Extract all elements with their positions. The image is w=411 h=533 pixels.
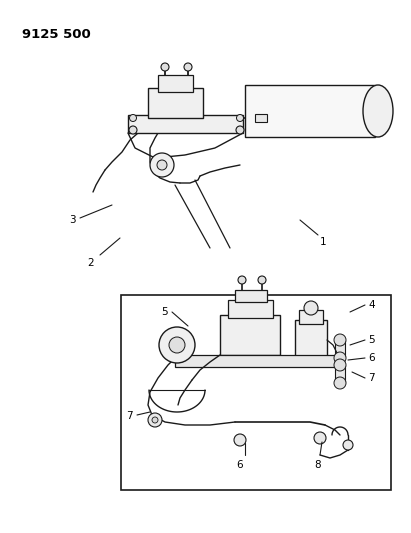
Bar (158, 75, 193, 92)
Text: 9125 500: 9125 500 (22, 28, 91, 41)
Circle shape (236, 115, 243, 122)
Circle shape (184, 63, 192, 71)
Bar (175, 355, 340, 367)
Bar (299, 310, 323, 324)
Circle shape (314, 432, 326, 444)
Bar (220, 315, 280, 355)
Ellipse shape (363, 85, 393, 137)
Circle shape (236, 126, 244, 134)
Bar (335, 340, 345, 358)
Circle shape (161, 63, 169, 71)
Text: 5: 5 (162, 307, 168, 317)
Circle shape (334, 352, 346, 364)
Circle shape (304, 301, 318, 315)
Bar (335, 365, 345, 383)
Circle shape (343, 440, 353, 450)
Text: 7: 7 (368, 373, 374, 383)
Circle shape (169, 337, 185, 353)
Bar (121, 295, 391, 490)
Circle shape (129, 115, 136, 122)
Circle shape (234, 434, 246, 446)
Text: 6: 6 (368, 353, 374, 363)
Bar (128, 115, 243, 133)
Bar (228, 300, 273, 318)
Bar (295, 320, 327, 358)
Circle shape (152, 417, 158, 423)
Circle shape (150, 153, 174, 177)
Circle shape (334, 377, 346, 389)
Text: 6: 6 (237, 460, 243, 470)
Bar (235, 290, 267, 302)
Circle shape (258, 276, 266, 284)
Circle shape (334, 334, 346, 346)
Circle shape (159, 327, 195, 363)
Text: 5: 5 (368, 335, 374, 345)
Text: 3: 3 (69, 215, 76, 225)
Circle shape (368, 101, 388, 121)
Circle shape (129, 126, 137, 134)
Bar (255, 114, 267, 122)
Circle shape (148, 413, 162, 427)
Circle shape (334, 359, 346, 371)
Circle shape (157, 160, 167, 170)
Text: 4: 4 (368, 300, 374, 310)
Text: 2: 2 (88, 258, 94, 268)
Text: 1: 1 (320, 237, 327, 247)
Circle shape (238, 276, 246, 284)
Bar (245, 85, 375, 137)
Text: 7: 7 (126, 411, 133, 421)
Text: 8: 8 (315, 460, 321, 470)
Bar (148, 88, 203, 118)
